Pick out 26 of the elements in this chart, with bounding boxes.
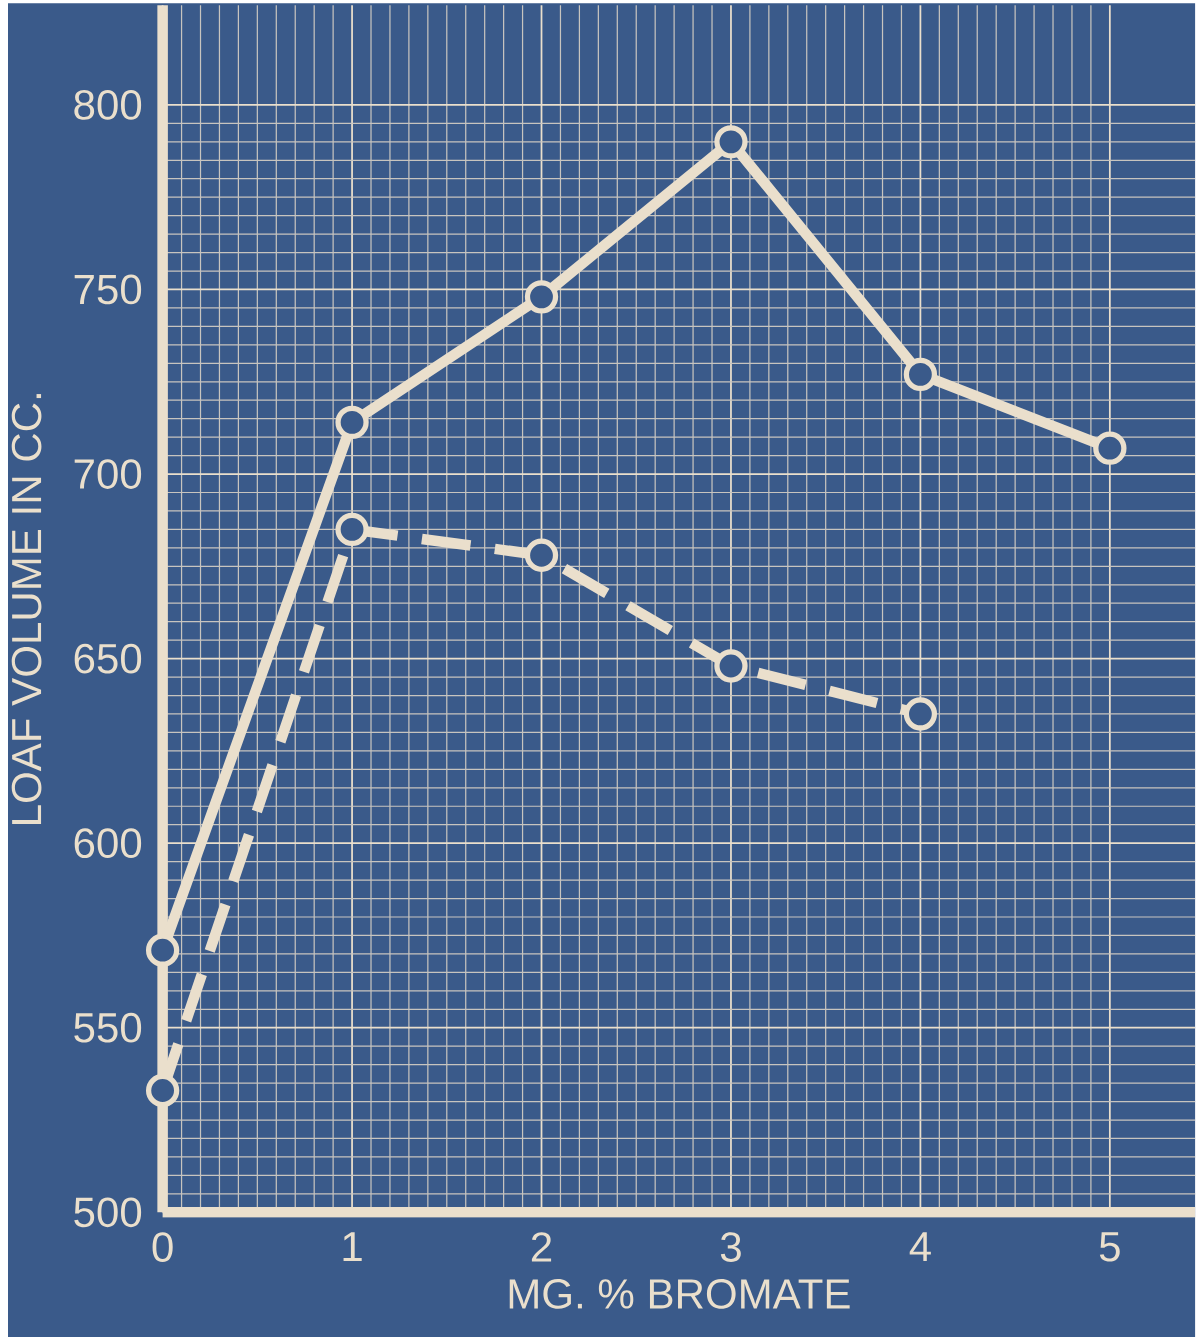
y-tick-label: 650 bbox=[74, 643, 141, 674]
x-tick-label: 2 bbox=[531, 1232, 551, 1262]
point bbox=[524, 538, 558, 572]
x-tick-label: 4 bbox=[909, 1232, 931, 1262]
point bbox=[145, 933, 180, 967]
y-tick-label: 700 bbox=[74, 459, 141, 489]
point bbox=[714, 649, 748, 683]
point bbox=[903, 357, 937, 392]
x-tick-label: 0 bbox=[152, 1232, 173, 1262]
x-axis-title: MG. % BROMATE bbox=[509, 1279, 850, 1309]
point bbox=[524, 280, 558, 314]
y-tick-label: 550 bbox=[74, 1012, 141, 1043]
x-tick-label: 3 bbox=[720, 1232, 741, 1262]
point bbox=[335, 405, 369, 440]
y-tick-label: 500 bbox=[74, 1197, 141, 1228]
y-tick-label: 800 bbox=[74, 90, 141, 120]
point bbox=[335, 512, 369, 547]
y-axis-title: LOAF VOLUME IN CC. bbox=[11, 394, 42, 824]
y-tick-label: 600 bbox=[74, 828, 141, 859]
y-tick-label: 750 bbox=[74, 274, 141, 305]
x-tick-label: 5 bbox=[1099, 1232, 1120, 1262]
point bbox=[714, 125, 748, 159]
point bbox=[903, 697, 937, 731]
point bbox=[145, 1073, 180, 1108]
point bbox=[1093, 431, 1127, 465]
x-tick-label: 1 bbox=[343, 1232, 362, 1262]
